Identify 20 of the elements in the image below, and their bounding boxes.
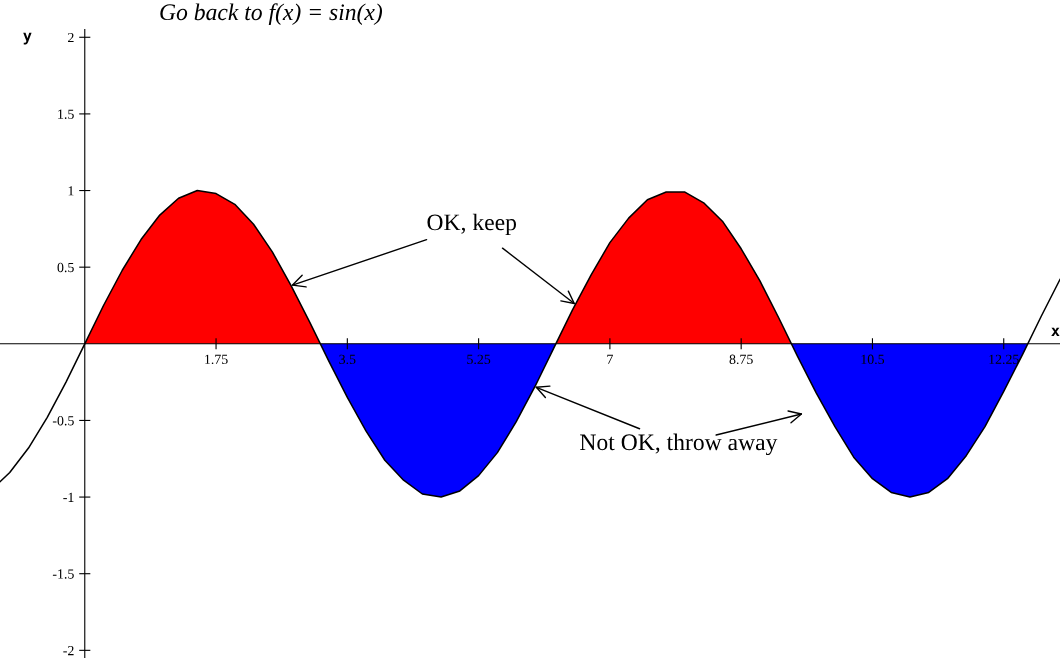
y-tick-label: 1 — [68, 186, 74, 196]
x-axis-title: x — [1051, 327, 1060, 337]
y-tick-label: -2 — [63, 645, 74, 656]
x-tick-label: 8.75 — [729, 354, 753, 365]
y-tick-label: -1 — [63, 492, 74, 502]
y-tick-label: -0.5 — [52, 416, 74, 426]
x-tick-label: 7 — [607, 354, 613, 364]
y-tick-label: -1.5 — [52, 569, 74, 579]
y-tick-label: 1.5 — [58, 109, 74, 119]
x-tick-label: 5.25 — [467, 354, 491, 365]
annotation: Not OK, throw away — [580, 433, 778, 456]
y-tick-label: 0.5 — [57, 262, 74, 273]
annotation: OK, keep — [427, 213, 517, 236]
x-tick-label: 1.75 — [205, 354, 228, 365]
y-axis-title: y — [23, 32, 32, 45]
y-tick-label: 2 — [68, 32, 74, 43]
x-tick-label: 12.25 — [989, 354, 1019, 365]
chart-title: Go back to f(x) = sin(x) — [160, 3, 383, 25]
x-tick-label: 10.5 — [861, 354, 885, 365]
x-tick-label: 3.5 — [339, 354, 356, 365]
